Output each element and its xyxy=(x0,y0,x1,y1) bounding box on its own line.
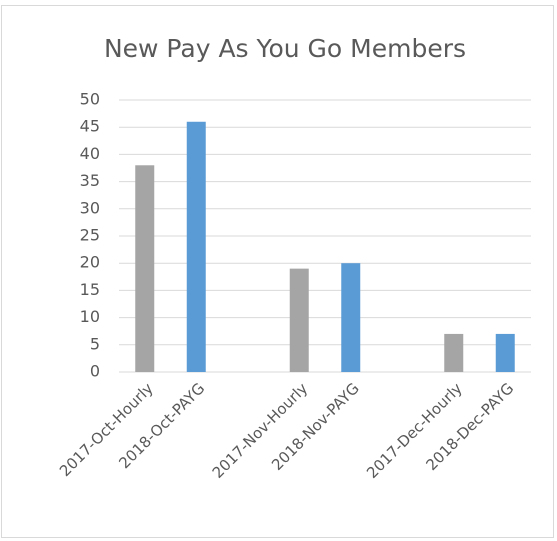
y-tick-label: 25 xyxy=(80,226,100,245)
y-tick-label: 30 xyxy=(80,198,100,217)
y-tick-label: 0 xyxy=(90,362,100,381)
chart-border xyxy=(1,5,554,538)
bar xyxy=(444,333,464,372)
y-tick-label: 20 xyxy=(80,253,100,272)
bar xyxy=(341,263,361,372)
y-tick-label: 10 xyxy=(80,307,100,326)
y-tick-label: 50 xyxy=(80,90,100,109)
y-tick-label: 45 xyxy=(80,117,100,136)
y-tick-label: 15 xyxy=(80,280,100,299)
y-tick-label: 40 xyxy=(80,144,100,163)
bar xyxy=(135,165,155,372)
bar xyxy=(186,121,206,372)
y-tick-label: 5 xyxy=(90,334,100,353)
chart-title: New Pay As You Go Members xyxy=(104,34,466,63)
bar xyxy=(289,268,309,372)
y-tick-label: 35 xyxy=(80,171,100,190)
bar xyxy=(495,333,515,372)
